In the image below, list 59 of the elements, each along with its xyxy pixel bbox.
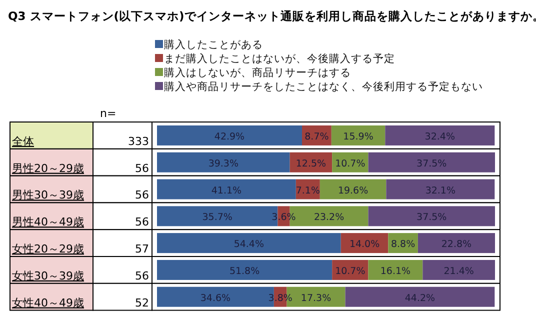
bar bbox=[368, 206, 495, 226]
bar bbox=[157, 152, 290, 172]
text: n= bbox=[100, 107, 116, 120]
text: 56 bbox=[135, 269, 149, 282]
bar bbox=[368, 260, 423, 280]
y-tick-label: 男性40～49歳 bbox=[12, 216, 84, 229]
bar bbox=[386, 179, 495, 200]
text: 56 bbox=[135, 188, 149, 202]
data-label: 32.4% bbox=[424, 131, 455, 142]
bar bbox=[157, 179, 296, 200]
y-tick-label: 全体 bbox=[12, 134, 34, 148]
bar bbox=[385, 125, 495, 146]
y-tick-label: 女性40～49歳 bbox=[12, 296, 84, 310]
legend-label: まだ購入したことはないが、今後購入する予定 bbox=[164, 52, 395, 65]
legend-label: 購入はしないが、商品リサーチはする bbox=[164, 66, 351, 79]
data-label: 14.0% bbox=[349, 239, 380, 250]
bar bbox=[157, 125, 302, 146]
data-label: 44.2% bbox=[404, 292, 436, 304]
bar bbox=[157, 233, 341, 254]
bar bbox=[418, 233, 495, 254]
data-label: 54.4% bbox=[234, 239, 264, 250]
data-label: 15.9% bbox=[343, 131, 374, 142]
data-label: 32.1% bbox=[425, 185, 456, 196]
text: 57 bbox=[135, 242, 149, 256]
data-label: 17.3% bbox=[300, 292, 332, 304]
data-label: 39.3% bbox=[208, 158, 239, 170]
bar bbox=[345, 286, 495, 307]
y-tick-label: 男性20～29歳 bbox=[12, 162, 84, 175]
data-label: 35.7% bbox=[202, 212, 232, 224]
y-tick-label: 女性20～29歳 bbox=[12, 242, 84, 256]
data-label: 12.5% bbox=[296, 158, 326, 170]
data-label: 51.8% bbox=[229, 266, 260, 277]
text: 56 bbox=[135, 216, 149, 229]
y-tick-label: 女性30～39歳 bbox=[12, 269, 84, 282]
data-label: 16.1% bbox=[380, 266, 411, 277]
data-label: 7.1% bbox=[296, 185, 320, 196]
data-label: 19.6% bbox=[338, 185, 368, 196]
data-label: 10.7% bbox=[335, 266, 366, 277]
data-label: 42.9% bbox=[214, 131, 245, 142]
data-label: 8.7% bbox=[304, 131, 329, 142]
data-label: 34.6% bbox=[200, 292, 231, 304]
data-label: 41.1% bbox=[211, 185, 242, 196]
text: 56 bbox=[135, 162, 149, 175]
bar bbox=[422, 260, 495, 280]
data-label: 10.7% bbox=[335, 158, 366, 170]
data-label: 21.4% bbox=[444, 266, 474, 277]
data-label: 37.5% bbox=[416, 158, 447, 170]
legend-label: 購入したことがある bbox=[164, 38, 263, 51]
data-label: 22.8% bbox=[441, 239, 472, 250]
bar bbox=[320, 179, 386, 200]
data-label: 8.8% bbox=[390, 239, 416, 250]
bar bbox=[331, 125, 386, 146]
data-label: 23.2% bbox=[314, 212, 344, 224]
text: 52 bbox=[135, 296, 149, 310]
bar bbox=[368, 152, 495, 172]
y-tick-label: 男性30～39歳 bbox=[12, 188, 84, 202]
legend-label: 購入や商品リサーチをしたことはなく、今後利用する予定もない bbox=[164, 80, 483, 93]
text: 333 bbox=[128, 134, 149, 148]
data-label: 37.5% bbox=[416, 212, 447, 224]
